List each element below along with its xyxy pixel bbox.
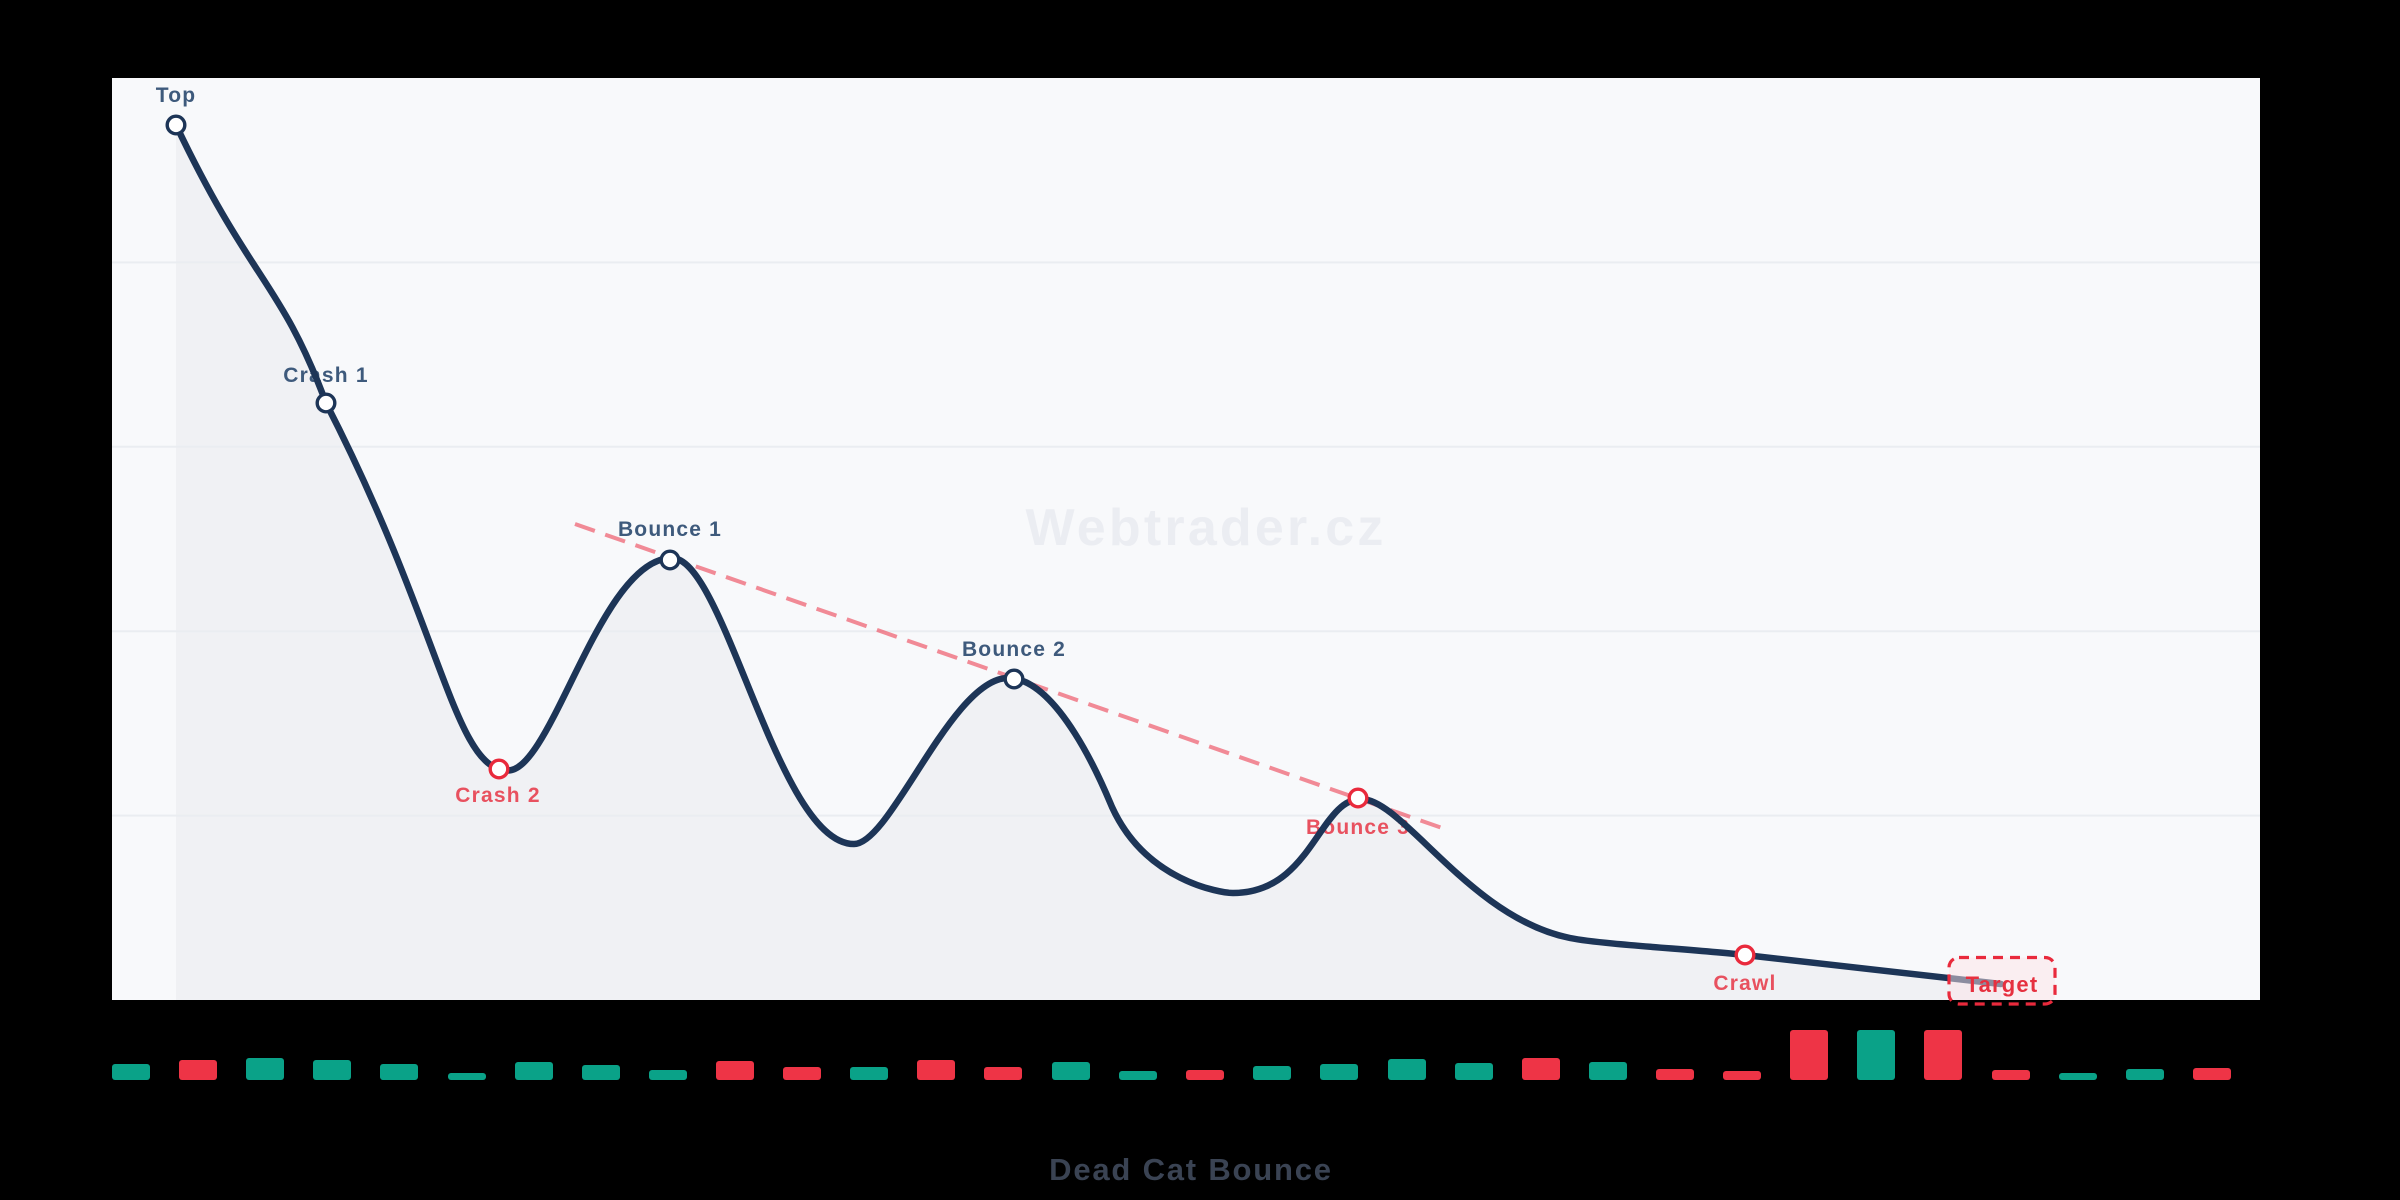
svg-text:Bounce 1: Bounce 1: [618, 518, 722, 541]
svg-text:Target: Target: [1966, 972, 2039, 997]
svg-text:Dead Cat Bounce: Dead Cat Bounce: [1049, 1152, 1333, 1187]
svg-text:Crash 1: Crash 1: [283, 364, 368, 387]
svg-text:Webtrader.cz: Webtrader.cz: [1025, 499, 1386, 557]
svg-text:Top: Top: [156, 84, 197, 107]
svg-text:Bounce 2: Bounce 2: [962, 638, 1066, 661]
svg-text:Crash 2: Crash 2: [455, 784, 540, 807]
svg-text:Crawl: Crawl: [1713, 972, 1776, 995]
